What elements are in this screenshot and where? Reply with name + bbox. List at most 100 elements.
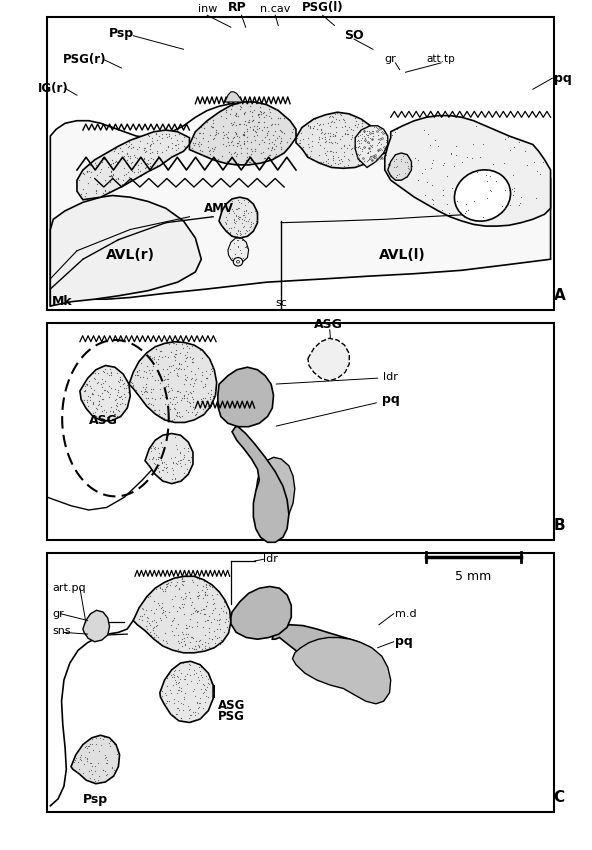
Point: [239, 128, 248, 142]
Point: [469, 194, 479, 207]
Point: [175, 636, 184, 649]
Point: [112, 409, 121, 422]
Point: [153, 634, 163, 648]
Point: [204, 690, 213, 704]
Point: [185, 456, 195, 469]
Point: [172, 669, 182, 683]
Point: [247, 105, 256, 118]
Point: [244, 223, 254, 236]
Point: [255, 122, 264, 135]
Point: [201, 578, 211, 592]
Point: [170, 696, 179, 710]
Point: [160, 626, 170, 640]
Text: PSG(l): PSG(l): [302, 2, 343, 14]
Point: [125, 173, 134, 186]
Point: [110, 142, 119, 156]
Point: [225, 242, 234, 256]
Point: [239, 208, 248, 222]
Point: [104, 385, 113, 399]
Point: [156, 437, 166, 451]
Point: [85, 756, 95, 770]
Point: [142, 360, 152, 373]
Point: [245, 156, 255, 169]
Point: [271, 103, 280, 116]
Point: [337, 121, 346, 134]
Point: [160, 460, 169, 473]
Point: [161, 379, 170, 393]
Point: [137, 609, 146, 623]
Point: [200, 695, 210, 709]
Point: [367, 153, 377, 167]
Point: [179, 441, 188, 455]
Point: [157, 600, 167, 614]
Point: [191, 409, 200, 422]
Point: [226, 148, 235, 162]
Point: [112, 366, 122, 379]
Point: [182, 677, 192, 690]
Point: [199, 678, 208, 692]
Point: [170, 128, 180, 142]
Point: [136, 384, 145, 398]
Point: [88, 398, 98, 411]
Point: [303, 137, 313, 150]
Point: [170, 471, 179, 484]
Point: [254, 137, 263, 150]
Point: [183, 339, 192, 353]
Point: [184, 453, 193, 467]
Point: [141, 161, 151, 174]
Point: [214, 608, 224, 621]
Point: [172, 707, 182, 721]
Point: [156, 344, 165, 358]
Point: [93, 756, 102, 770]
Point: [307, 127, 317, 140]
Point: [165, 667, 174, 681]
Polygon shape: [219, 197, 258, 238]
Point: [331, 112, 340, 126]
Point: [81, 377, 91, 391]
Point: [477, 164, 486, 178]
Point: [203, 676, 213, 689]
Point: [337, 129, 346, 143]
Point: [259, 135, 269, 149]
Point: [89, 383, 99, 397]
Point: [152, 133, 162, 147]
Point: [169, 390, 179, 404]
Point: [201, 586, 210, 600]
Point: [239, 128, 249, 141]
Point: [353, 133, 363, 146]
Point: [200, 585, 210, 598]
Point: [369, 151, 379, 165]
Point: [117, 177, 127, 190]
Point: [242, 214, 251, 228]
Point: [170, 402, 179, 416]
Point: [185, 668, 194, 682]
Point: [221, 211, 231, 224]
Point: [433, 139, 442, 152]
Point: [234, 117, 244, 131]
Point: [233, 110, 243, 123]
Point: [187, 371, 197, 384]
Point: [85, 374, 94, 388]
Point: [163, 377, 173, 391]
Point: [105, 739, 115, 752]
Point: [321, 132, 330, 145]
Point: [125, 151, 134, 165]
Point: [479, 137, 488, 150]
Point: [156, 470, 165, 484]
Point: [185, 619, 194, 632]
Point: [356, 148, 365, 162]
Point: [125, 134, 134, 148]
Point: [509, 168, 518, 182]
Point: [83, 395, 92, 409]
Point: [306, 144, 316, 158]
Point: [227, 229, 236, 242]
Point: [242, 118, 251, 132]
Point: [241, 153, 250, 167]
Point: [256, 146, 266, 160]
Point: [367, 132, 377, 145]
Point: [82, 378, 92, 392]
Point: [146, 146, 155, 160]
Point: [377, 125, 386, 139]
Point: [252, 122, 262, 135]
Point: [136, 164, 145, 178]
